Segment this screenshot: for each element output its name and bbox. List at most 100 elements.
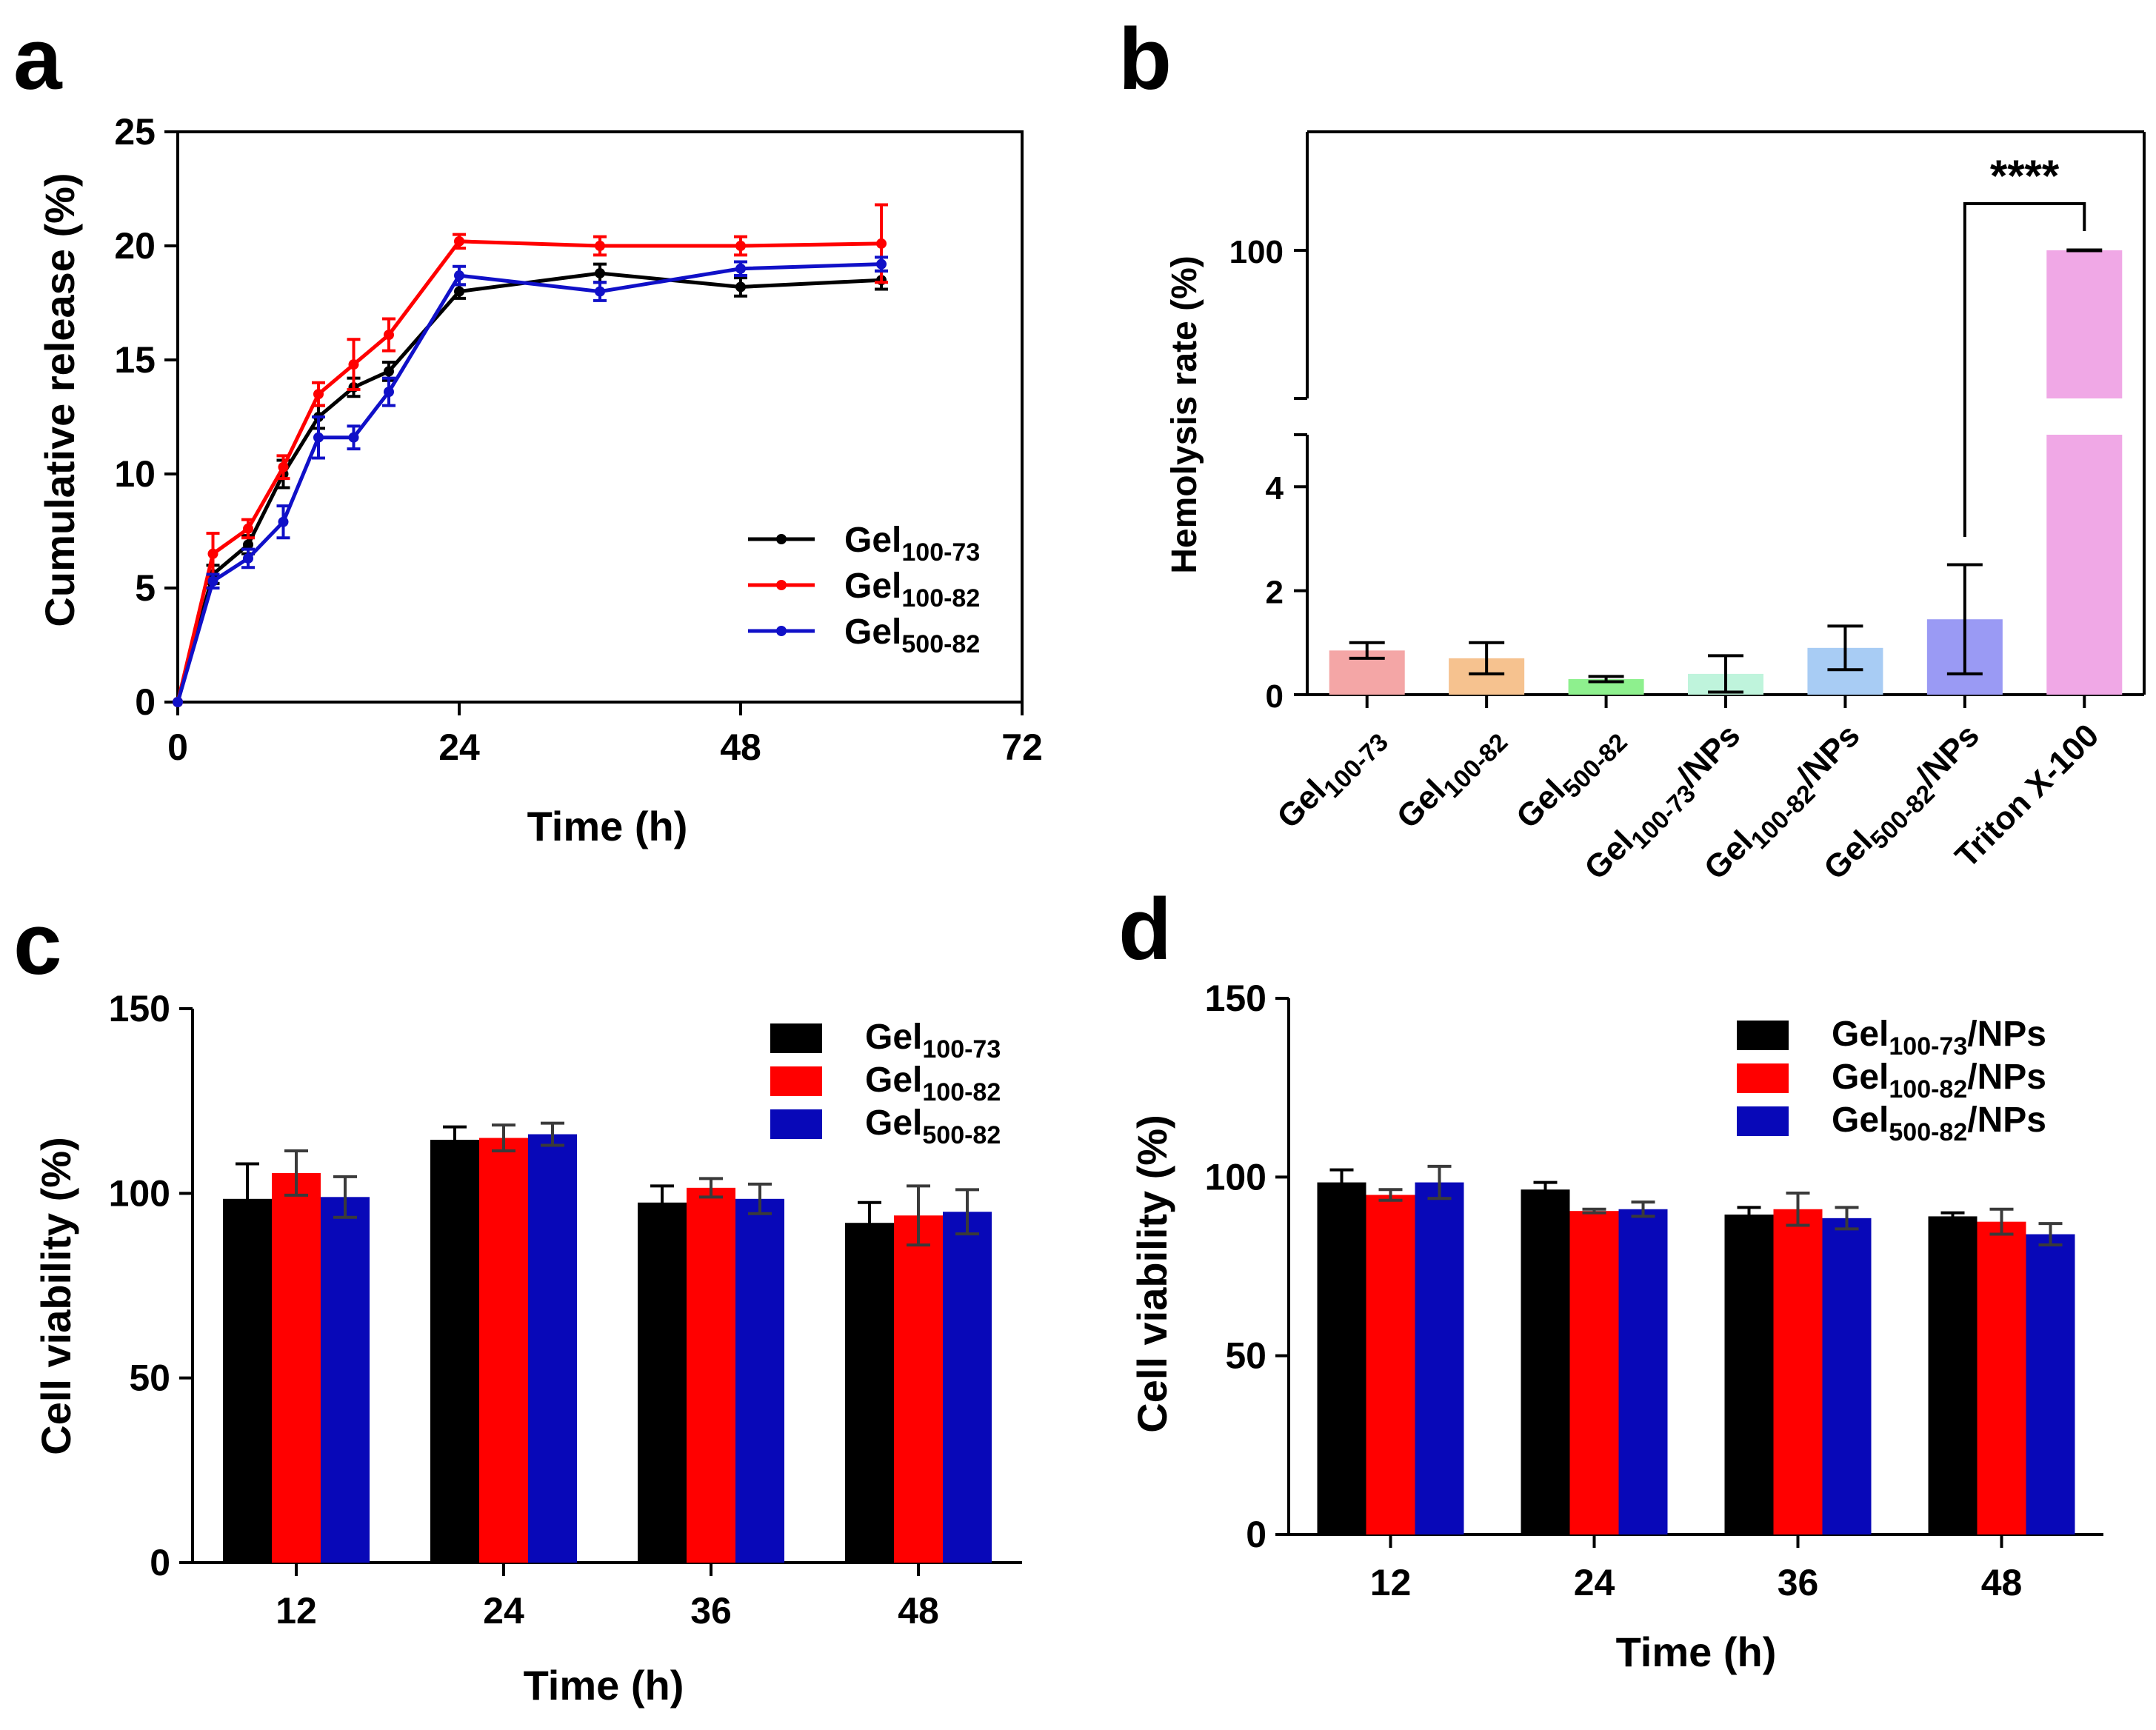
panel-c-legend-label-2-part-0: Gel — [865, 1103, 922, 1143]
panel-a-point — [595, 241, 605, 251]
panel-a-label: a — [13, 10, 63, 108]
panel-d-xlabel: Time (h) — [1616, 1629, 1777, 1675]
panel-c-xtick-label: 48 — [898, 1590, 939, 1632]
panel-d-legend-label-2-part-0: Gel — [1832, 1101, 1889, 1140]
panel-a-point — [454, 286, 464, 297]
panel-d-legend-label-1-part-0: Gel — [1832, 1058, 1889, 1097]
panel-c-ytick-label: 150 — [109, 988, 170, 1029]
panel-b-ytick-label: 4 — [1266, 470, 1284, 507]
panel-a-point — [278, 516, 289, 527]
panel-d-bar — [1618, 1209, 1668, 1534]
panel-a-point — [384, 366, 394, 377]
panel-a-point — [243, 539, 253, 550]
panel-a-legend-label-2-part-0: Gel — [844, 612, 901, 652]
panel-d-ytick-label: 150 — [1205, 978, 1266, 1019]
panel-d-bar — [1569, 1211, 1619, 1534]
panel-c-legend-label-1-part-1: 100-82 — [922, 1078, 1001, 1106]
panel-c-legend-label-0: Gel100-73 — [865, 1018, 1001, 1063]
panel-a-point — [313, 389, 324, 400]
panel-d-ytick-label: 100 — [1205, 1156, 1266, 1198]
panel-d-legend-swatch-1 — [1737, 1063, 1789, 1093]
panel-d-legend-label-0-part-0: Gel — [1832, 1015, 1889, 1054]
panel-b-ytick-label: 0 — [1266, 678, 1284, 715]
panel-c-legend-swatch-0 — [770, 1023, 822, 1053]
panel-c-bar — [223, 1198, 272, 1563]
panel-a-point — [876, 238, 887, 249]
panel-c-xtick-label: 24 — [483, 1590, 524, 1632]
panel-c-legend-swatch-2 — [770, 1109, 822, 1139]
panel-c-bar — [845, 1223, 894, 1563]
panel-c-xtick-label: 12 — [276, 1590, 317, 1632]
panel-c-bar — [430, 1140, 479, 1563]
panel-c-label: c — [13, 895, 62, 993]
panel-b-bar-lower — [2046, 435, 2123, 695]
panel-a-point — [207, 575, 218, 587]
panel-c-xlabel: Time (h) — [524, 1662, 684, 1709]
panel-a-xtick-label: 24 — [438, 727, 480, 768]
panel-a-point — [595, 286, 605, 297]
panel-d-ytick-label: 50 — [1225, 1335, 1266, 1377]
panel-a-xtick-label: 48 — [720, 727, 761, 768]
panel-b-category-label-0: Gel100-73 — [1270, 717, 1394, 841]
panel-d-bar — [1773, 1209, 1823, 1534]
panel-d-bar — [2026, 1234, 2075, 1534]
panel-a-point — [348, 432, 359, 443]
panel-d-legend-label-2-part-2: /NPs — [1967, 1101, 2046, 1140]
panel-d-label: d — [1118, 881, 1172, 978]
panel-c-ytick-label: 100 — [109, 1172, 170, 1214]
panel-c-bar — [687, 1187, 735, 1563]
panel-a-ytick-label: 15 — [114, 339, 156, 381]
panel-c-legend-label-2-part-1: 500-82 — [922, 1121, 1001, 1149]
panel-d-bar — [1415, 1182, 1464, 1534]
panel-a-point — [313, 432, 324, 443]
panel-a-xtick-label: 72 — [1001, 727, 1043, 768]
panel-a-point — [348, 359, 359, 370]
panel-d-bar — [1977, 1221, 2026, 1534]
panel-a-legend-label-1-part-1: 100-82 — [901, 584, 980, 612]
panel-b-ytick-label: 100 — [1229, 234, 1284, 270]
panel-c-ylabel: Cell viability (%) — [33, 1137, 79, 1455]
panel-b-category-label-2-part-1: 500-82 — [1558, 728, 1633, 804]
panel-d-legend-label-2: Gel500-82/NPs — [1832, 1101, 2046, 1146]
panel-c-legend-label-0-part-0: Gel — [865, 1018, 922, 1057]
panel-d-xtick-label: 24 — [1574, 1562, 1615, 1603]
panel-b-category-label-0-part-1: 100-73 — [1318, 728, 1394, 804]
panel-c-bar — [321, 1197, 370, 1563]
panel-a-point — [735, 281, 746, 293]
panel-d-legend-label-0-part-2: /NPs — [1967, 1015, 2046, 1054]
panel-d-legend-label-1: Gel100-82/NPs — [1832, 1058, 2046, 1103]
panel-b-bar — [1568, 678, 1644, 695]
panel-d-bar — [1366, 1195, 1415, 1534]
panel-d-xtick-label: 48 — [1981, 1562, 2023, 1603]
panel-b-category-label-1-part-1: 100-82 — [1438, 728, 1514, 804]
panel-b-category-label-1: Gel100-82 — [1390, 717, 1514, 841]
panel-c-legend-label-0-part-1: 100-73 — [922, 1035, 1001, 1063]
panel-a-legend-label-2: Gel500-82 — [844, 612, 980, 658]
panel-a-legend-label-2-part-1: 500-82 — [901, 630, 980, 658]
panel-a-legend-marker-2 — [776, 626, 787, 636]
panel-a-legend-label-0-part-0: Gel — [844, 521, 901, 560]
panel-b-category-label-3-part-1: 100-73 — [1626, 779, 1701, 855]
panel-c-bar — [943, 1212, 992, 1563]
panel-b-category-label-2: Gel500-82 — [1509, 717, 1633, 841]
panel-a-legend-marker-1 — [776, 580, 787, 590]
panel-d-legend-label-2-part-1: 500-82 — [1889, 1118, 1967, 1146]
panel-a-xlabel: Time (h) — [527, 803, 688, 849]
panel-c-bar — [735, 1198, 784, 1563]
panel-c-legend-label-1-part-0: Gel — [865, 1061, 922, 1100]
panel-c-bar — [528, 1134, 577, 1563]
panel-a-legend-label-0-part-1: 100-73 — [901, 538, 980, 567]
panel-d-legend-label-0: Gel100-73/NPs — [1832, 1015, 2046, 1061]
panel-a-point — [876, 258, 887, 270]
panel-c-ytick-label: 50 — [129, 1357, 170, 1399]
panel-a-ytick-label: 20 — [114, 225, 156, 267]
panel-c-bar — [272, 1172, 321, 1563]
panel-a-point — [278, 461, 289, 472]
panel-b-bar-upper — [2046, 250, 2123, 398]
panel-a-point — [384, 387, 394, 398]
panel-d-bar — [1317, 1182, 1366, 1534]
panel-c-legend-swatch-1 — [770, 1066, 822, 1096]
panel-d-xtick-label: 12 — [1370, 1562, 1412, 1603]
panel-d-ytick-label: 0 — [1246, 1514, 1266, 1555]
